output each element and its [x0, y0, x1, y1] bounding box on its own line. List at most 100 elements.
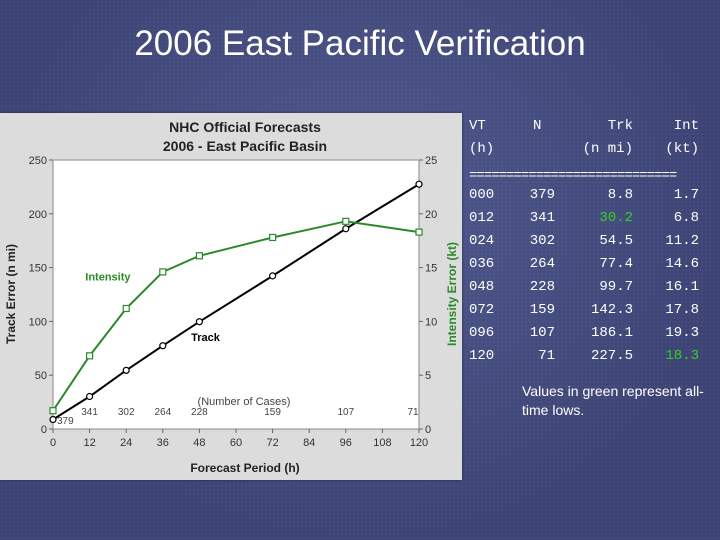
cell-n: 379	[529, 187, 555, 203]
series-line-intensity	[52, 220, 420, 412]
header-n: N	[533, 118, 542, 134]
cell-n: 71	[538, 348, 555, 364]
y-left-tick-label: 200	[29, 209, 47, 221]
y-right-tick-label: 0	[425, 424, 431, 436]
header-int: Int	[673, 118, 699, 134]
green-values-note: Values in green represent all-time lows.	[522, 383, 704, 418]
header-vt: VT	[469, 118, 486, 134]
cell-trk: 186.1	[590, 325, 633, 341]
cell-trk: 227.5	[590, 348, 633, 364]
cell-vt: 024	[469, 233, 495, 249]
x-tick-label: 12	[83, 437, 95, 449]
units-int: (kt)	[665, 141, 699, 157]
intensity-point	[122, 304, 130, 313]
track-point	[122, 366, 130, 374]
x-tick-label: 108	[373, 437, 391, 449]
x-tick-label: 24	[120, 437, 132, 449]
track-point	[269, 272, 277, 280]
cell-n: 302	[529, 233, 555, 249]
intensity-point	[415, 228, 423, 236]
track-point	[342, 225, 350, 233]
slide-title: 2006 East Pacific Verification	[134, 24, 586, 63]
table-rule: ============================	[469, 168, 677, 184]
cell-int: 14.6	[665, 256, 699, 272]
plot-area	[52, 159, 420, 430]
x-tick-label: 96	[340, 437, 352, 449]
track-point	[415, 180, 423, 188]
cases-label: (Number of Cases)	[198, 396, 291, 408]
cell-n: 159	[529, 302, 555, 318]
y-right-tick-label: 20	[425, 209, 437, 221]
intensity-point	[85, 352, 94, 360]
cell-trk: 54.5	[599, 233, 633, 249]
intensity-point	[269, 233, 277, 242]
intensity-point	[195, 252, 203, 260]
cell-int: 1.7	[673, 187, 699, 203]
cell-int: 18.3	[665, 348, 699, 364]
cell-trk: 77.4	[599, 256, 633, 272]
y-right-tick-label: 15	[425, 263, 437, 275]
y-left-tick-label: 50	[35, 370, 47, 382]
intensity-point	[159, 268, 167, 276]
y-axis-label-right: Intensity Error (kt)	[445, 242, 459, 346]
track-point	[195, 318, 203, 326]
y-left-tick-label: 100	[29, 316, 47, 328]
x-tick-label: 48	[193, 437, 205, 449]
y-left-tick-label: 150	[29, 263, 47, 275]
case-count-label: 228	[191, 407, 208, 418]
header-trk: Trk	[607, 118, 633, 134]
case-count-label: 341	[81, 407, 98, 418]
case-count-label: 107	[337, 407, 354, 418]
y-left-tick-label: 250	[29, 155, 47, 167]
cell-vt: 036	[469, 256, 495, 272]
cell-vt: 048	[469, 279, 495, 295]
case-count-label: 379	[57, 416, 74, 427]
series-line-track	[52, 183, 420, 421]
case-count-label: 159	[264, 407, 281, 418]
cell-n: 264	[529, 256, 555, 272]
intensity-point	[49, 407, 57, 415]
y-left-tick-label: 0	[41, 424, 47, 436]
case-count-label: 71	[407, 407, 419, 418]
series-label-intensity: Intensity	[85, 272, 131, 284]
chart-panel: NHC Official Forecasts 2006 - East Pacif…	[0, 113, 462, 480]
intensity-point	[342, 217, 350, 225]
units-vt: (h)	[469, 141, 495, 157]
cell-int: 16.1	[665, 279, 699, 295]
y-right-tick-label: 25	[425, 155, 437, 167]
y-right-tick-label: 5	[425, 370, 431, 382]
cell-vt: 000	[469, 187, 495, 203]
x-tick-label: 84	[303, 437, 315, 449]
units-trk: (n mi)	[582, 141, 633, 157]
x-tick-label: 120	[410, 437, 428, 449]
cell-trk: 8.8	[607, 187, 633, 203]
x-tick-label: 60	[230, 437, 242, 449]
cell-n: 107	[529, 325, 555, 341]
case-count-label: 264	[154, 407, 171, 418]
y-right-tick-label: 10	[425, 316, 437, 328]
cell-trk: 30.2	[599, 210, 633, 226]
chart-subtitle: 2006 - East Pacific Basin	[163, 138, 327, 154]
cell-trk: 142.3	[590, 302, 633, 318]
track-point	[159, 342, 167, 350]
cell-trk: 99.7	[599, 279, 633, 295]
cell-vt: 096	[469, 325, 495, 341]
y-axis-label-left: Track Error (n mi)	[4, 244, 18, 344]
chart: NHC Official Forecasts 2006 - East Pacif…	[4, 119, 459, 475]
cell-vt: 120	[469, 348, 495, 364]
series-label-track: Track	[191, 332, 221, 344]
x-tick-label: 0	[50, 437, 56, 449]
x-tick-label: 36	[157, 437, 169, 449]
x-axis-label: Forecast Period (h)	[190, 461, 299, 475]
track-point	[85, 392, 94, 401]
cell-int: 6.8	[673, 210, 699, 226]
cell-vt: 072	[469, 302, 495, 318]
cell-vt: 012	[469, 210, 495, 226]
case-count-label: 302	[118, 407, 135, 418]
chart-title: NHC Official Forecasts	[169, 119, 321, 135]
cell-int: 17.8	[665, 302, 699, 318]
x-tick-label: 72	[266, 437, 278, 449]
cell-int: 11.2	[665, 233, 699, 249]
cell-int: 19.3	[665, 325, 699, 341]
cell-n: 341	[529, 210, 555, 226]
